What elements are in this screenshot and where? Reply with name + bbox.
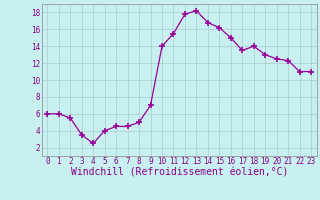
X-axis label: Windchill (Refroidissement éolien,°C): Windchill (Refroidissement éolien,°C) (70, 168, 288, 178)
